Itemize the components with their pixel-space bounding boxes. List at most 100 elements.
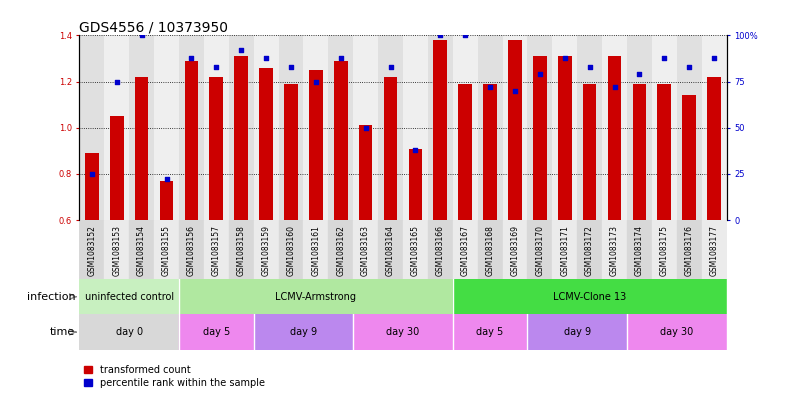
Point [86,171,98,177]
Bar [453,279,727,314]
Point [509,88,522,94]
Point [484,84,496,90]
Bar [378,220,403,279]
Bar [583,84,596,220]
Text: GSM1083157: GSM1083157 [212,225,221,276]
Text: GSM1083174: GSM1083174 [635,225,644,276]
Bar [602,35,627,220]
Bar [553,220,577,279]
Text: day 30: day 30 [387,327,419,337]
Bar [652,35,676,220]
Text: GSM1083176: GSM1083176 [684,225,694,276]
Bar [478,35,503,220]
Text: day 5: day 5 [476,327,503,337]
Text: GSM1083177: GSM1083177 [710,225,719,276]
Bar [553,35,577,220]
Bar [253,35,279,220]
Bar [627,35,652,220]
Bar [503,220,527,279]
Bar [179,220,204,279]
Point [683,64,696,70]
Text: GSM1083167: GSM1083167 [461,225,470,276]
Text: day 30: day 30 [660,327,693,337]
Text: GSM1083161: GSM1083161 [311,225,320,275]
Bar [204,35,229,220]
Text: day 5: day 5 [202,327,230,337]
Bar [676,35,702,220]
Point [284,64,297,70]
Bar [328,220,353,279]
Text: infection: infection [27,292,75,302]
Bar [409,149,422,220]
Bar [353,220,378,279]
Point [359,125,372,131]
Text: GSM1083175: GSM1083175 [660,225,669,276]
Bar [478,220,503,279]
Bar [403,220,428,279]
Bar [79,279,179,314]
Bar [160,181,173,220]
Text: GDS4556 / 10373950: GDS4556 / 10373950 [79,20,229,34]
Point [658,54,671,61]
Bar [508,40,522,220]
Bar [253,220,279,279]
Bar [284,84,298,220]
Point [608,84,621,90]
Bar [527,314,627,350]
Point [459,32,472,39]
Point [534,71,546,77]
Text: uninfected control: uninfected control [85,292,174,302]
Bar [577,220,602,279]
Text: LCMV-Clone 13: LCMV-Clone 13 [553,292,626,302]
Text: GSM1083172: GSM1083172 [585,225,594,275]
Bar [527,220,553,279]
Bar [303,35,328,220]
Bar [179,314,253,350]
Text: GSM1083165: GSM1083165 [411,225,420,276]
Bar [657,84,671,220]
Text: GSM1083170: GSM1083170 [535,225,545,276]
Text: GSM1083153: GSM1083153 [112,225,121,276]
Text: GSM1083152: GSM1083152 [87,225,96,275]
Bar [79,220,104,279]
Point [135,32,148,39]
Text: time: time [50,327,75,337]
Bar [129,35,154,220]
Bar [259,68,273,220]
Bar [676,220,702,279]
Bar [378,35,403,220]
Bar [384,77,397,220]
Bar [558,56,572,220]
Text: GSM1083162: GSM1083162 [336,225,345,275]
Bar [577,35,602,220]
Bar [607,56,622,220]
Point [384,64,397,70]
Bar [85,153,98,220]
Bar [602,220,627,279]
Point [185,54,198,61]
Text: GSM1083154: GSM1083154 [137,225,146,276]
Text: GSM1083169: GSM1083169 [511,225,519,276]
Bar [328,35,353,220]
Text: day 9: day 9 [290,327,317,337]
Bar [652,220,676,279]
Bar [303,220,328,279]
Legend: transformed count, percentile rank within the sample: transformed count, percentile rank withi… [84,365,265,388]
Bar [229,35,253,220]
Bar [210,77,223,220]
Point [707,54,720,61]
Point [235,47,248,53]
Bar [428,35,453,220]
Bar [453,35,478,220]
Bar [633,84,646,220]
Point [633,71,646,77]
Bar [702,35,727,220]
Bar [353,314,453,350]
Bar [702,220,727,279]
Point [584,64,596,70]
Bar [458,84,472,220]
Bar [229,220,253,279]
Bar [453,314,527,350]
Point [260,54,272,61]
Text: GSM1083156: GSM1083156 [187,225,196,276]
